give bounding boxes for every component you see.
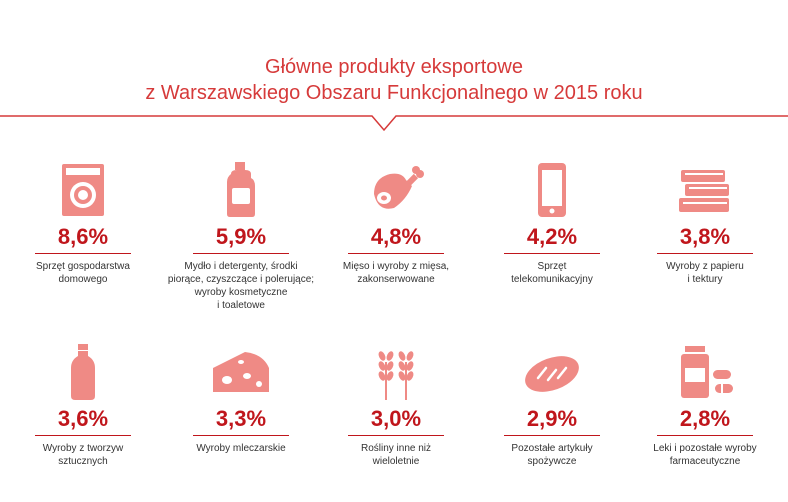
item-rule xyxy=(348,253,444,254)
item-label: Wyroby z tworzyw sztucznych xyxy=(42,443,124,467)
item-percent: 3,6% xyxy=(57,406,109,431)
item-label: Sprzęt gospodarstwa domowego xyxy=(36,261,130,285)
item-rule xyxy=(35,435,131,436)
item-percent: 5,9% xyxy=(215,224,267,249)
bread-icon xyxy=(525,356,579,392)
detergent-bottle-icon xyxy=(227,162,255,217)
export-item-other-food: 2,9% Pozostałe artykuły spożywcze xyxy=(477,342,627,468)
cheese-icon xyxy=(213,352,269,392)
item-label: Mydło i detergenty, środki piorące, czysz… xyxy=(167,261,315,311)
item-label: Rośliny inne niż wieloletnie xyxy=(360,443,432,467)
item-rule xyxy=(504,435,600,436)
item-label: Wyroby mleczarskie xyxy=(196,443,286,454)
page-title: Główne produkty eksportowe z Warszawskie… xyxy=(0,54,788,106)
export-item-meat: 4,8% Mięso i wyroby z mięsa, zakonserwowa… xyxy=(321,160,471,286)
item-label: Wyroby z papieru i tektury xyxy=(666,261,744,285)
item-rule xyxy=(657,253,753,254)
books-icon xyxy=(679,170,729,212)
medicine-icon xyxy=(681,346,733,398)
export-item-detergents: 5,9% Mydło i detergenty, środki piorące, … xyxy=(166,160,316,312)
item-percent: 3,3% xyxy=(215,406,267,431)
item-percent: 4,2% xyxy=(526,224,578,249)
divider-with-arrow xyxy=(0,115,788,132)
export-item-pharma: 2,8% Leki i pozostałe wyroby farmaceutycz… xyxy=(630,342,780,468)
item-label: Pozostałe artykuły spożywcze xyxy=(511,443,593,467)
item-percent: 3,8% xyxy=(679,224,731,249)
export-item-dairy: 3,3% Wyroby mleczarskie xyxy=(166,342,316,455)
item-rule xyxy=(504,253,600,254)
smartphone-icon xyxy=(538,163,566,217)
wheat-icon xyxy=(378,351,414,400)
washing-machine-icon xyxy=(62,164,104,216)
export-item-paper: 3,8% Wyroby z papieru i tektury xyxy=(630,160,780,286)
plastic-bottle-icon xyxy=(71,344,95,400)
item-percent: 2,8% xyxy=(679,406,731,431)
item-label: Leki i pozostałe wyroby farmaceutyczne xyxy=(653,443,757,467)
item-rule xyxy=(657,435,753,436)
item-percent: 2,9% xyxy=(526,406,578,431)
item-rule xyxy=(35,253,131,254)
item-label: Sprzęt telekomunikacyjny xyxy=(511,261,593,285)
item-rule xyxy=(193,253,289,254)
item-percent: 3,0% xyxy=(370,406,422,431)
item-label: Mięso i wyroby z mięsa, zakonserwowane xyxy=(342,261,450,285)
title-line-1: Główne produkty eksportowe xyxy=(265,56,523,78)
export-item-telecom: 4,2% Sprzęt telekomunikacyjny xyxy=(477,160,627,286)
item-rule xyxy=(348,435,444,436)
item-percent: 4,8% xyxy=(370,224,422,249)
item-rule xyxy=(193,435,289,436)
export-item-household-appliances: 8,6% Sprzęt gospodarstwa domowego xyxy=(8,160,158,286)
item-percent: 8,6% xyxy=(57,224,109,249)
export-item-plastics: 3,6% Wyroby z tworzyw sztucznych xyxy=(8,342,158,468)
meat-leg-icon xyxy=(374,166,424,209)
title-line-2: z Warszawskiego Obszaru Funkcjonalnego w… xyxy=(145,82,643,104)
export-item-crops: 3,0% Rośliny inne niż wieloletnie xyxy=(321,342,471,468)
